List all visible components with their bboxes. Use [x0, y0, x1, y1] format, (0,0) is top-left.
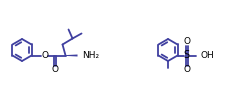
Text: S: S [183, 51, 189, 61]
Text: NH₂: NH₂ [83, 51, 100, 60]
Text: O: O [183, 65, 190, 74]
Text: O: O [183, 37, 190, 46]
Text: O: O [41, 51, 48, 60]
Polygon shape [66, 55, 77, 56]
Text: OH: OH [201, 51, 214, 60]
Text: O: O [51, 65, 58, 74]
